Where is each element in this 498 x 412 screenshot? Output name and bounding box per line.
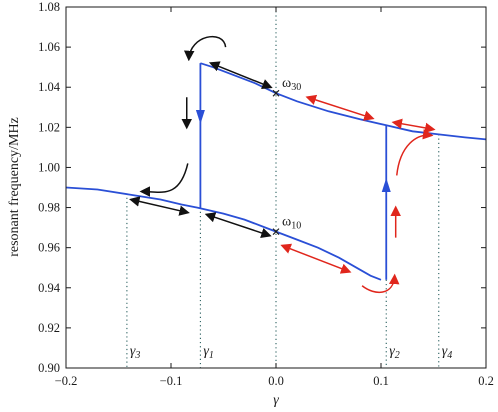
marked-points: ω30 ω10: [272, 76, 301, 236]
arrow-upper-right: [391, 118, 436, 134]
arrow-lower-right: [280, 243, 352, 274]
y-tick-label: 1.04: [38, 80, 61, 94]
arrow-lower-mid: [204, 212, 272, 238]
omega10-label: ω10: [282, 215, 301, 232]
arrow-upper-mid: [305, 94, 375, 121]
gamma-label: γ3: [130, 344, 141, 361]
y-tick-label: 0.98: [38, 201, 60, 215]
gamma-label: γ2: [389, 344, 400, 361]
x-tick-label: −0.2: [55, 374, 78, 388]
point-marker: [272, 89, 280, 97]
y-tick-label: 1.02: [38, 120, 60, 134]
gamma-label: γ1: [203, 344, 214, 361]
arrow-curve-top: [183, 36, 227, 62]
hysteresis-arrows: [129, 36, 436, 294]
arrow-curve-bottom: [361, 273, 400, 294]
y-tick-label: 1.08: [38, 0, 60, 14]
arrow-curve-right: [396, 129, 434, 176]
reference-lines: γ3 γ1 γ2 γ4: [126, 7, 453, 368]
upper-branch-line: [200, 62, 487, 141]
arrow-upper-left: [208, 61, 273, 89]
y-axis-title: resonant frequency/MHz: [7, 117, 22, 257]
arrow-lower-left: [129, 196, 190, 216]
y-tick-label: 0.96: [38, 241, 60, 255]
x-tick-label: 0.0: [268, 374, 284, 388]
jump-arrowhead: [381, 178, 391, 193]
point-marker: [272, 228, 280, 236]
y-tick-label: 1.00: [38, 160, 60, 174]
x-tick-label: 0.2: [478, 374, 494, 388]
y-tick-label: 0.90: [38, 361, 60, 375]
omega30-label: ω30: [282, 76, 301, 93]
y-tick-label: 0.92: [38, 321, 60, 335]
gamma-label: γ4: [442, 344, 453, 361]
y-axis-ticks: 0.90 0.92 0.94 0.96 0.98 1.00 1.02 1.04 1.06 1.08: [38, 0, 486, 375]
y-tick-label: 1.06: [38, 40, 60, 54]
x-axis-title: γ: [273, 393, 279, 408]
x-tick-label: −0.1: [160, 374, 183, 388]
jump-arrowhead: [195, 110, 205, 125]
x-tick-label: 0.1: [373, 374, 389, 388]
arrow-curve-left: [139, 163, 189, 197]
x-axis-ticks: −0.2 −0.1 0.0 0.1 0.2: [55, 7, 494, 388]
y-tick-label: 0.94: [38, 281, 61, 295]
